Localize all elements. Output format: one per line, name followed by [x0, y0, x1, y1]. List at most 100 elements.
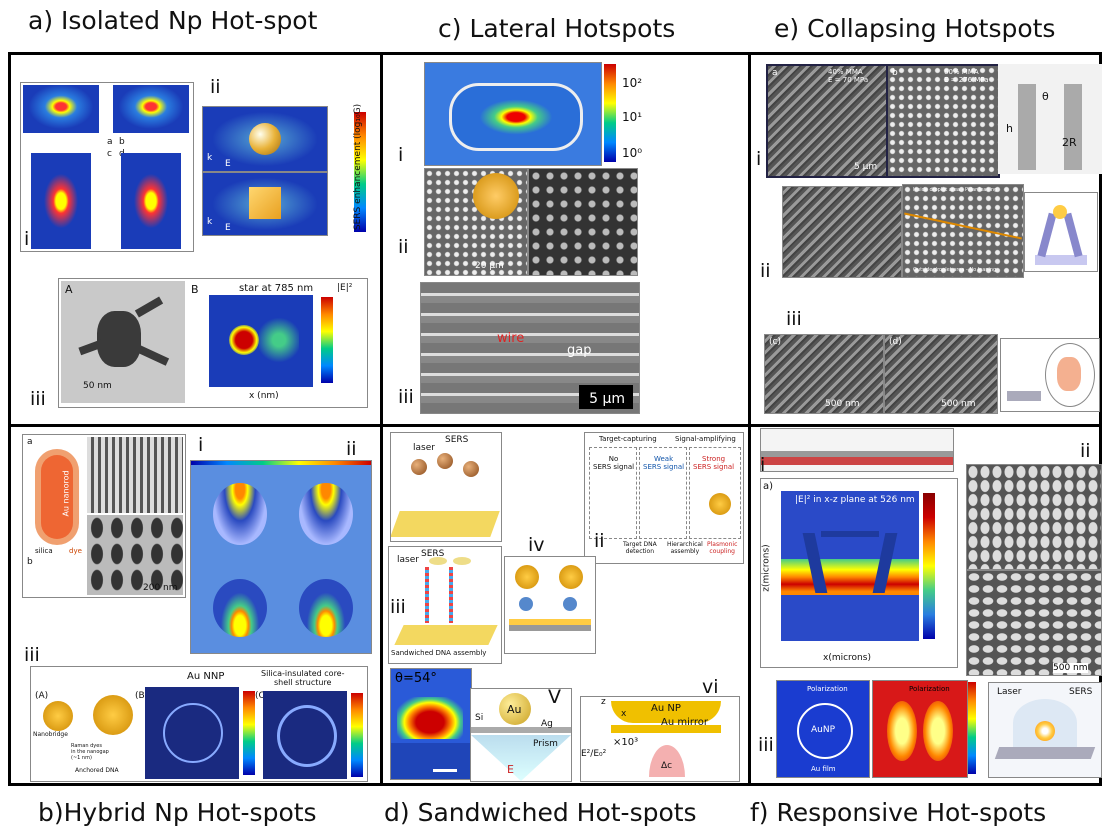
- b-silica: silica: [35, 547, 53, 555]
- e-label-1: E: [225, 159, 231, 169]
- panel-e-i-schematic: θ h 2R: [998, 64, 1102, 174]
- panel-f-iii-schematic: Laser SERS: [988, 682, 1102, 778]
- panel-c-label-iii: iii: [398, 386, 414, 408]
- b-nanorod: Au nanorod: [61, 470, 71, 517]
- d-theta: θ=54°: [395, 671, 437, 686]
- title-c: c) Lateral Hotspots: [438, 14, 676, 43]
- panel-f-label-i: i: [760, 454, 766, 476]
- panel-c-ii-right: [528, 168, 638, 276]
- panel-b-field-maps: [190, 460, 372, 654]
- panel-b-nanorod: a Au nanorod silica dye b 200 nm: [22, 434, 186, 598]
- title-b: b)Hybrid Np Hot-spots: [38, 798, 317, 827]
- f-sers: SERS: [1069, 687, 1093, 697]
- d-hierarchical: Hierarchical assembly: [667, 541, 703, 555]
- e-2r: 2R: [1062, 136, 1077, 149]
- sers-colorbar: [354, 112, 366, 232]
- d-ag: Ag: [541, 719, 553, 729]
- panel-e-ii-a: [782, 186, 902, 278]
- panel-e-iii-schematic: [1000, 338, 1100, 412]
- star-xaxis: x (nm): [249, 391, 279, 401]
- d-laser-2: laser: [397, 555, 419, 565]
- f-colorbar: [923, 493, 935, 639]
- d-etm: E: [507, 763, 514, 776]
- d-no-sers: No SERS signal: [593, 455, 635, 471]
- panel-d-label-iv: iv: [528, 534, 545, 556]
- d-target-dna: Target DNA detection: [623, 541, 657, 555]
- b-scale: 200 nm: [143, 583, 178, 593]
- d-sers-2: SERS: [421, 549, 445, 559]
- wire-label: wire: [497, 331, 525, 346]
- e-label-2: E: [225, 223, 231, 233]
- d-laser: laser: [413, 443, 435, 453]
- panel-e-i-a: a 40% MMA E = 70 MPa 5 μm: [766, 64, 888, 178]
- panel-c-label-ii: ii: [398, 236, 409, 258]
- k-label-2: k: [207, 217, 213, 227]
- panel-a-iii-figure: A 50 nm B star at 785 nm |E|² x (nm): [58, 278, 368, 408]
- panel-a-label-i: i: [24, 228, 30, 250]
- e-theta: θ: [1042, 90, 1049, 103]
- b-nanobridge: Nanobridge: [33, 731, 68, 738]
- panel-e-iii-d: (d) 500 nm: [884, 334, 998, 414]
- panel-c-colorbar: [604, 64, 616, 162]
- d-au: Au: [507, 703, 522, 716]
- panel-c-ii-left: 20 μm: [424, 168, 528, 276]
- e-nm500-a: 500 nm: [825, 399, 860, 409]
- panel-d-v-field: θ=54°: [390, 668, 472, 780]
- panel-d-label-vi: vi: [702, 676, 719, 698]
- b-colorbar-2: [351, 693, 363, 777]
- star-title: star at 785 nm: [239, 283, 314, 294]
- e-inside: Inside droplet area - Pillar leaning: [913, 187, 998, 193]
- panel-a-ii-cube: k E: [202, 172, 328, 236]
- f-yaxis: z(microns): [761, 544, 772, 592]
- scale-20um: 20 μm: [475, 261, 504, 271]
- d-z: z: [601, 697, 606, 707]
- d-si: Si: [475, 713, 484, 723]
- sub-b: b: [119, 137, 125, 147]
- d-plasmonic: Plasmonic coupling: [707, 541, 738, 555]
- f-iii-colorbar: [968, 682, 976, 774]
- panel-e-ii-b: Inside droplet area - Pillar leaning Out…: [902, 184, 1024, 278]
- panel-b-iii-figure: (A) (B) Nanobridge Raman dyes in the nan…: [30, 666, 368, 782]
- panel-f-iii-b: Polarization: [872, 680, 968, 778]
- e-scale: 5 μm: [854, 162, 878, 172]
- f-xaxis: x(microns): [823, 653, 871, 663]
- b-colorbar-1: [243, 691, 255, 775]
- panel-e-label-iii: iii: [786, 308, 802, 330]
- b-silica-core: Silica-insulated core- shell structure: [261, 669, 345, 687]
- panel-d-ii-figure: Target-capturing Signal-amplifying No SE…: [584, 432, 744, 564]
- panel-d-i-figure: laser SERS: [390, 432, 502, 542]
- f-scale: 500 nm: [1053, 663, 1088, 673]
- sers-axis-label: SERS enhancement (log₁₀G): [353, 103, 363, 231]
- e-sub-a: a: [772, 68, 778, 78]
- f-aunp: AuNP: [811, 725, 836, 735]
- d-sers-1: SERS: [445, 435, 469, 445]
- b-dye: dye: [69, 547, 82, 555]
- panel-e-i-b: b 60% MMA E = 276 MPa: [886, 64, 1000, 178]
- b-sub-b: b: [27, 557, 33, 567]
- b-au-nnp: Au NNP: [187, 671, 225, 682]
- title-a: a) Isolated Np Hot-spot: [28, 6, 318, 35]
- panel-f-ii-bottom: 500 nm: [966, 570, 1102, 676]
- gap-label: gap: [567, 343, 592, 358]
- panel-a-label-iii: iii: [30, 388, 46, 410]
- b-sub-B: (B): [135, 691, 149, 701]
- title-f: f) Responsive Hot-spots: [750, 798, 1047, 827]
- panel-f-label-ii: ii: [1080, 440, 1091, 462]
- figure-grid: [8, 52, 1102, 786]
- panel-a-i-figure: a b c d: [20, 82, 194, 252]
- d-strong-sers: Strong SERS signal: [693, 455, 735, 471]
- f-plot-title: |E|² in x-z plane at 526 nm: [795, 495, 915, 505]
- panel-c-iii-figure: wire gap 5 μm: [420, 282, 640, 414]
- panel-e-ii-schematic: [1024, 192, 1098, 272]
- panel-f-label-iii: iii: [758, 734, 774, 756]
- field-unit: |E|²: [337, 283, 353, 293]
- panel-d-label-ii: ii: [594, 530, 605, 552]
- e-top-a: 40% MMA E = 70 MPa: [828, 68, 869, 84]
- panel-e-label-ii: ii: [760, 260, 771, 282]
- d-target-capturing: Target-capturing: [599, 435, 657, 443]
- e-sub-b: b: [892, 68, 898, 78]
- f-polarization-1: Polarization: [807, 685, 848, 693]
- e-outside: Outside droplet area - No leaning: [913, 267, 997, 273]
- scale-5um: 5 μm: [589, 391, 625, 407]
- panel-d-label-iii: iii: [390, 596, 406, 618]
